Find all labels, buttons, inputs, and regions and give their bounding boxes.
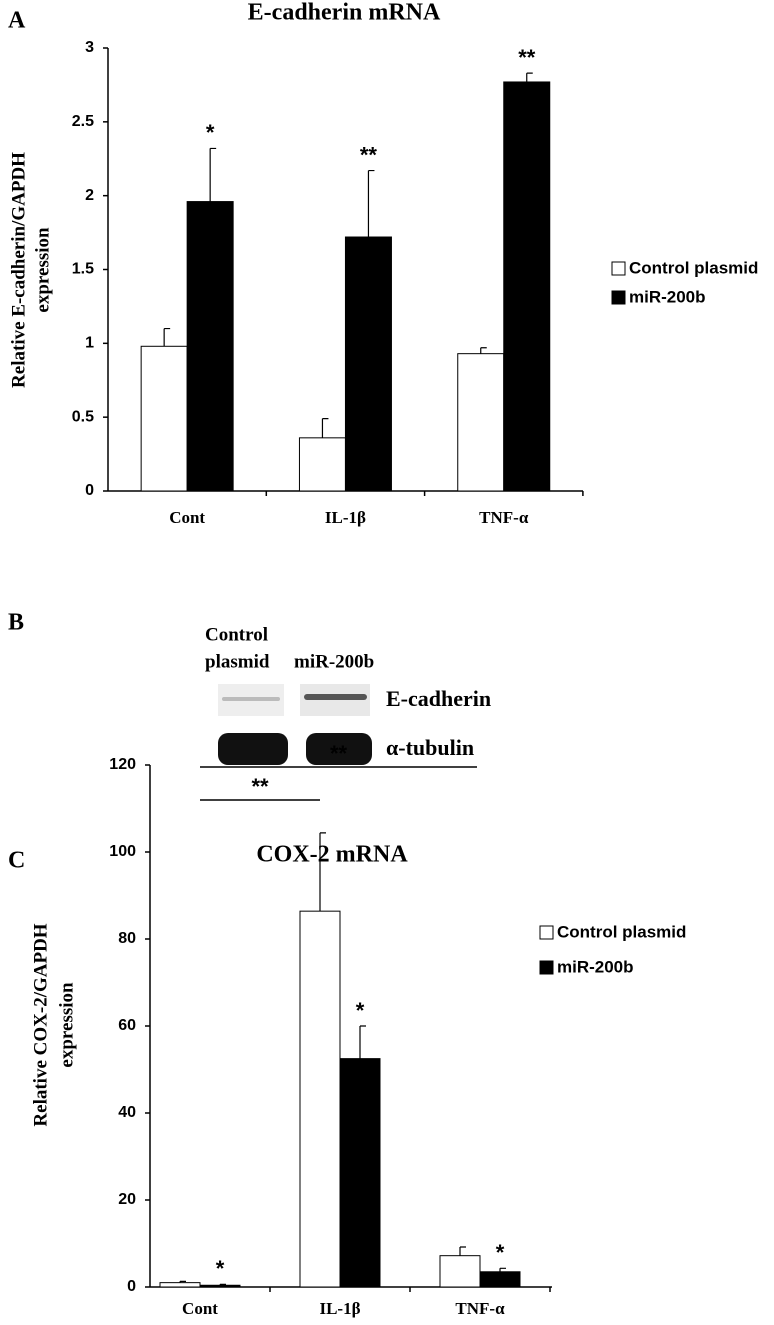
significance-label: * xyxy=(206,120,215,145)
legend-swatch xyxy=(539,960,554,975)
bar xyxy=(457,353,505,492)
y-tick-label: 40 xyxy=(118,1104,136,1121)
error-bar xyxy=(359,1025,366,1059)
error-bar xyxy=(209,147,217,202)
bar xyxy=(479,1271,521,1288)
y-tick-label: 2.5 xyxy=(72,113,94,130)
y-tick-label: 60 xyxy=(118,1017,136,1034)
error-bar xyxy=(321,418,329,438)
bar xyxy=(339,1058,381,1288)
chart-title: E-cadherin mRNA xyxy=(248,0,441,26)
x-tick-label: TNF-α xyxy=(455,1299,505,1318)
error-bar xyxy=(526,72,533,82)
x-tick-label: IL-1β xyxy=(319,1299,360,1318)
error-bar xyxy=(459,1246,466,1256)
blot-row-label: E-cadherin xyxy=(386,686,491,711)
legend-label: miR-200b xyxy=(629,287,706,306)
significance-label: * xyxy=(216,1256,225,1281)
bar xyxy=(199,1284,241,1288)
error-bar xyxy=(480,347,487,354)
panel-label: A xyxy=(8,8,26,34)
bar xyxy=(299,910,341,1288)
blot-band xyxy=(218,733,288,765)
bar xyxy=(159,1282,201,1288)
legend-label: Control plasmid xyxy=(557,922,686,941)
blot-band xyxy=(306,733,372,765)
error-bar xyxy=(319,832,326,912)
bar xyxy=(298,437,346,492)
y-axis-label: expression xyxy=(32,227,53,313)
panel-label: C xyxy=(8,848,25,874)
blot-band xyxy=(304,694,367,700)
y-tick-label: 120 xyxy=(109,756,136,773)
y-tick-label: 0 xyxy=(127,1278,136,1295)
y-tick-label: 0.5 xyxy=(72,408,94,425)
lane-label: miR-200b xyxy=(294,651,374,672)
error-bar xyxy=(163,327,171,347)
significance-label: * xyxy=(356,998,365,1023)
lane-label: plasmid xyxy=(205,651,270,672)
panel-label: B xyxy=(8,610,24,636)
bar xyxy=(140,345,188,492)
y-tick-label: 80 xyxy=(118,930,136,947)
blot-band xyxy=(222,697,280,701)
comparison-label: ** xyxy=(330,741,348,766)
x-tick-label: IL-1β xyxy=(325,508,366,527)
bar xyxy=(503,81,551,492)
significance-label: * xyxy=(496,1240,505,1265)
comparison-label: ** xyxy=(251,774,269,799)
x-tick-label: Cont xyxy=(182,1299,218,1318)
y-tick-label: 20 xyxy=(118,1191,136,1208)
y-tick-label: 3 xyxy=(85,39,94,56)
y-tick-label: 1 xyxy=(85,335,94,352)
error-bar xyxy=(179,1280,186,1283)
y-axis-label: expression xyxy=(56,982,77,1068)
bar xyxy=(186,201,234,492)
bar xyxy=(344,236,392,492)
y-tick-label: 0 xyxy=(85,482,94,499)
legend-label: miR-200b xyxy=(557,957,634,976)
blot-row-label: α-tubulin xyxy=(386,735,474,760)
y-tick-label: 2 xyxy=(85,187,94,204)
legend-swatch xyxy=(611,290,626,305)
y-axis-label: Relative E-cadherin/GAPDH xyxy=(8,152,29,388)
legend-label: Control plasmid xyxy=(629,258,758,277)
x-tick-label: Cont xyxy=(169,508,205,527)
lane-label: Control xyxy=(205,624,268,645)
y-axis-label: Relative COX-2/GAPDH xyxy=(30,923,51,1126)
legend-swatch xyxy=(611,261,626,276)
error-bar xyxy=(499,1267,506,1272)
significance-label: ** xyxy=(360,142,378,167)
y-tick-label: 100 xyxy=(109,843,136,860)
x-tick-label: TNF-α xyxy=(479,508,529,527)
y-tick-label: 1.5 xyxy=(72,261,94,278)
chart-title: COX-2 mRNA xyxy=(256,842,408,868)
error-bar xyxy=(219,1283,226,1286)
bar xyxy=(439,1255,481,1288)
legend-swatch xyxy=(539,925,554,940)
error-bar xyxy=(367,169,375,238)
significance-label: ** xyxy=(518,45,536,70)
